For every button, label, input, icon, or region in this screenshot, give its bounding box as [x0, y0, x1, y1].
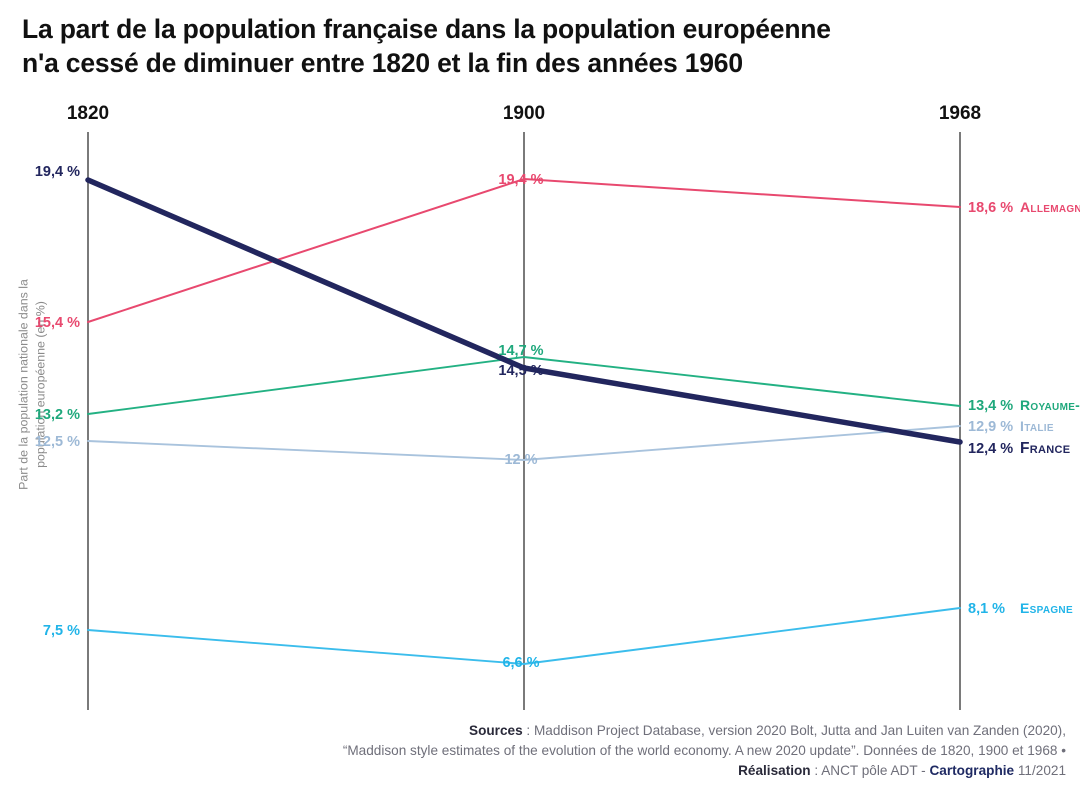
- value-1900-france: 14,5 %: [498, 363, 543, 379]
- value-1820-royaume-uni: 13,2 %: [35, 407, 80, 423]
- footer-cartographie-label: Cartographie: [929, 763, 1015, 779]
- value-1900-italie: 12 %: [504, 452, 537, 468]
- value-1820-france: 19,4 %: [35, 164, 80, 180]
- value-1820-espagne: 7,5 %: [43, 623, 80, 639]
- value-1968-royaume-uni: 13,4 %: [968, 398, 1013, 414]
- page-title: La part de la population française dans …: [22, 12, 1062, 81]
- series-line-italie: [87, 425, 961, 461]
- footer-credits: Sources : Maddison Project Database, ver…: [0, 721, 1066, 781]
- country-label-royaume-uni: Royaume-Uni: [1020, 397, 1080, 413]
- value-1820-allemagne: 15,4 %: [35, 315, 80, 331]
- footer-sources-label: Sources: [469, 723, 523, 739]
- country-label-france: France: [1020, 440, 1070, 457]
- value-1968-espagne: 8,1 %: [968, 601, 1005, 617]
- country-label-italie: Italie: [1020, 418, 1054, 434]
- title-line-1: La part de la population française dans …: [22, 14, 831, 44]
- series-line-allemagne: [87, 177, 961, 323]
- value-1900-royaume-uni: 14,7 %: [498, 343, 543, 359]
- footer-realisation-line: Réalisation : ANCT pôle ADT - Cartograph…: [0, 761, 1066, 781]
- series-line-france: [85, 177, 963, 445]
- value-1968-italie: 12,9 %: [968, 419, 1013, 435]
- x-tick-1968: 1968: [939, 103, 981, 124]
- value-1820-italie: 12,5 %: [35, 434, 80, 450]
- series-line-espagne: [87, 607, 961, 665]
- x-tick-1900: 1900: [503, 103, 545, 124]
- x-tick-1820: 1820: [67, 103, 109, 124]
- footer-realisation-label: Réalisation: [738, 763, 811, 779]
- country-label-allemagne: Allemagne: [1020, 199, 1080, 215]
- footer-date: 11/2021: [1014, 763, 1066, 779]
- value-1900-allemagne: 19,4 %: [498, 172, 543, 188]
- footer-realisation-rest: : ANCT pôle ADT -: [810, 763, 930, 779]
- footer-sources-rest: : Maddison Project Database, version 202…: [522, 723, 1066, 739]
- footer-citation-line: “Maddison style estimates of the evoluti…: [342, 743, 1066, 759]
- value-1968-allemagne: 18,6 %: [968, 200, 1013, 216]
- footer-sources-line: Sources : Maddison Project Database, ver…: [0, 721, 1066, 741]
- value-1968-france: 12,4 %: [968, 441, 1013, 457]
- country-label-espagne: Espagne: [1020, 600, 1073, 616]
- value-1900-espagne: 6,6 %: [502, 655, 539, 671]
- series-line-royaume-uni: [87, 356, 961, 415]
- title-line-2: n'a cessé de diminuer entre 1820 et la f…: [22, 48, 743, 79]
